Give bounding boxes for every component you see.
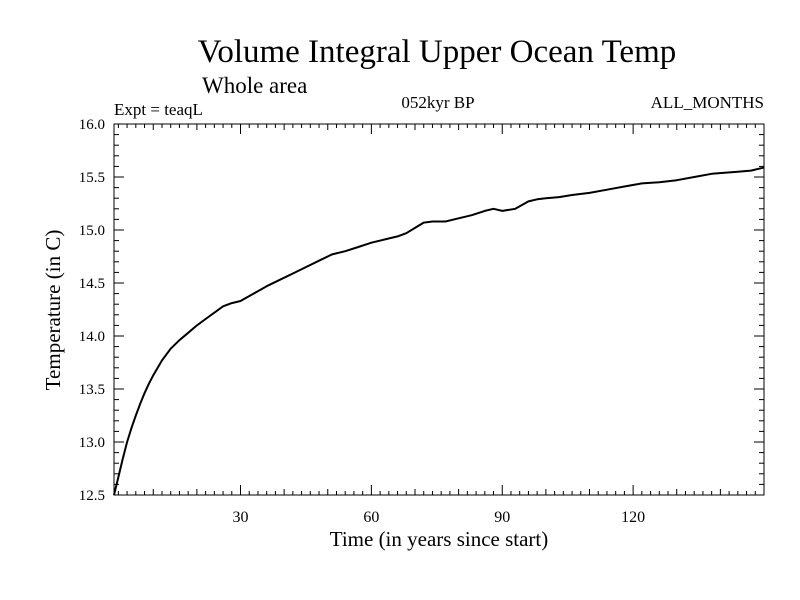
y-tick-label: 13.5 bbox=[79, 382, 105, 398]
y-tick-labels: 12.5 13.0 13.5 14.0 14.5 15.0 15.5 16.0 bbox=[79, 117, 105, 504]
axis-ticks bbox=[114, 124, 764, 495]
chart-subtitle: Whole area bbox=[202, 73, 307, 98]
y-tick-label: 13.0 bbox=[79, 435, 105, 451]
months-label: ALL_MONTHS bbox=[651, 93, 764, 112]
y-tick-label: 16.0 bbox=[79, 117, 105, 133]
period-label: 052kyr BP bbox=[401, 93, 474, 112]
y-tick-label: 14.5 bbox=[79, 276, 105, 292]
y-axis-label: Temperature (in C) bbox=[41, 230, 65, 391]
y-tick-label: 12.5 bbox=[79, 488, 105, 504]
experiment-label: Expt = teaqL bbox=[114, 100, 203, 119]
y-tick-label: 14.0 bbox=[79, 329, 105, 345]
y-tick-label: 15.5 bbox=[79, 170, 105, 186]
series-line bbox=[113, 166, 765, 496]
x-tick-labels: 30 60 90 120 bbox=[233, 509, 646, 526]
x-tick-label: 90 bbox=[494, 509, 510, 526]
plot-frame bbox=[113, 123, 765, 496]
y-tick-label: 15.0 bbox=[79, 223, 105, 239]
x-tick-label: 30 bbox=[233, 509, 249, 526]
x-tick-label: 120 bbox=[621, 509, 645, 526]
x-axis-label: Time (in years since start) bbox=[330, 527, 549, 551]
x-tick-label: 60 bbox=[363, 509, 379, 526]
chart-title: Volume Integral Upper Ocean Temp bbox=[198, 34, 676, 70]
